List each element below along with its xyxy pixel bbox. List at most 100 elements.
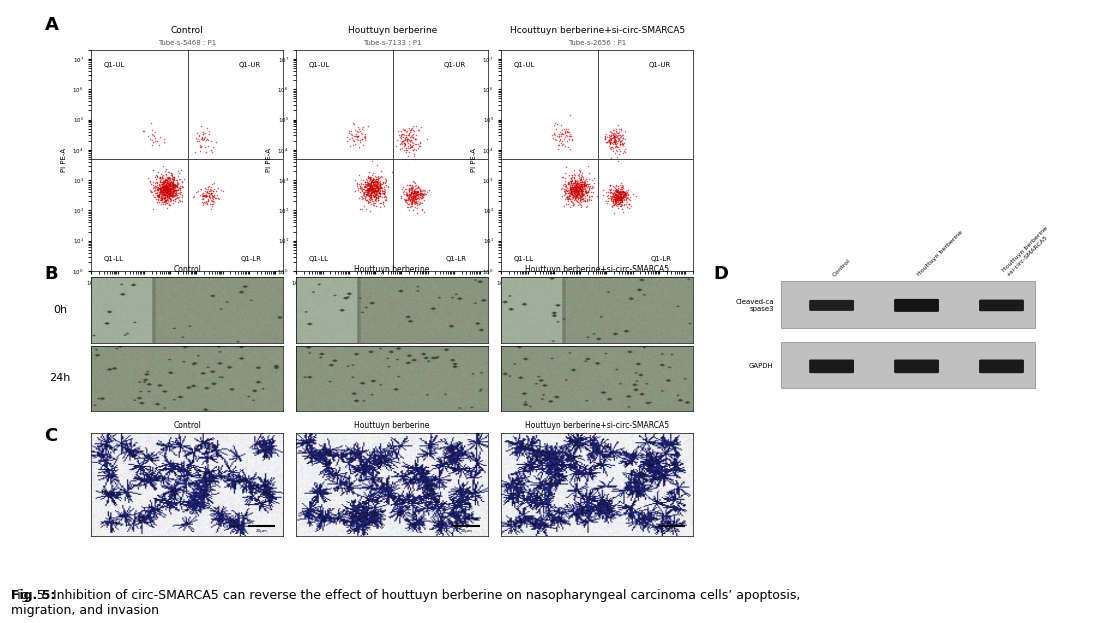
- Point: [573, 179, 590, 189]
- Point: [371, 188, 389, 197]
- Point: [349, 131, 367, 141]
- Point: [153, 182, 170, 192]
- Point: [565, 188, 583, 198]
- Point: [148, 190, 166, 200]
- Point: [567, 185, 585, 195]
- Point: [564, 134, 582, 144]
- Point: [618, 193, 636, 203]
- Point: [157, 188, 175, 197]
- Point: [391, 131, 409, 141]
- Point: [612, 136, 629, 146]
- Point: [377, 180, 394, 190]
- Point: [209, 183, 227, 193]
- Point: [162, 190, 179, 200]
- Point: [402, 192, 420, 202]
- Point: [359, 183, 377, 193]
- Point: [342, 126, 360, 136]
- Point: [371, 173, 389, 183]
- Point: [547, 124, 565, 134]
- Point: [606, 186, 624, 196]
- Point: [614, 189, 632, 199]
- Point: [564, 198, 582, 208]
- Point: [573, 186, 590, 196]
- Point: [358, 181, 375, 191]
- Text: D: D: [713, 265, 727, 283]
- Point: [394, 129, 412, 139]
- Point: [600, 126, 618, 136]
- Point: [160, 188, 178, 197]
- Point: [156, 183, 174, 193]
- Point: [570, 179, 588, 189]
- Point: [201, 189, 218, 199]
- Point: [398, 189, 416, 199]
- Point: [400, 147, 418, 157]
- Point: [566, 182, 584, 192]
- Point: [368, 177, 385, 187]
- Point: [407, 183, 424, 193]
- Point: [585, 187, 603, 197]
- Point: [193, 135, 211, 145]
- Point: [164, 182, 182, 192]
- Point: [407, 130, 424, 140]
- Point: [607, 141, 625, 151]
- Point: [359, 186, 377, 196]
- Point: [165, 190, 183, 200]
- Point: [345, 136, 363, 146]
- Point: [404, 193, 422, 203]
- Point: [165, 182, 183, 192]
- Point: [167, 185, 185, 195]
- Point: [162, 177, 179, 187]
- Point: [153, 192, 170, 202]
- Point: [375, 188, 393, 197]
- Point: [159, 184, 177, 194]
- Point: [599, 136, 617, 146]
- Point: [361, 190, 379, 200]
- Point: [158, 174, 176, 184]
- Point: [571, 181, 589, 191]
- Point: [203, 148, 221, 158]
- Point: [352, 184, 370, 194]
- Point: [596, 131, 614, 141]
- Point: [410, 199, 428, 209]
- Point: [395, 195, 413, 205]
- Point: [605, 139, 623, 149]
- Point: [576, 175, 594, 185]
- Point: [605, 187, 623, 197]
- Point: [170, 183, 188, 193]
- Point: [567, 181, 585, 191]
- Point: [340, 134, 358, 144]
- Point: [608, 184, 626, 194]
- Point: [571, 189, 589, 199]
- Point: [358, 185, 375, 195]
- Point: [567, 193, 585, 203]
- Point: [355, 184, 373, 194]
- Point: [363, 176, 381, 186]
- Point: [162, 174, 179, 184]
- Point: [413, 191, 431, 201]
- Point: [170, 188, 188, 198]
- Point: [564, 176, 582, 186]
- Point: [574, 189, 592, 199]
- Point: [614, 139, 632, 149]
- FancyBboxPatch shape: [979, 300, 1024, 312]
- Point: [203, 188, 221, 197]
- Point: [613, 204, 631, 214]
- Point: [158, 184, 176, 194]
- Point: [602, 138, 619, 148]
- Point: [354, 188, 372, 197]
- Point: [167, 186, 185, 196]
- Point: [349, 134, 367, 144]
- Point: [153, 187, 170, 197]
- Point: [602, 133, 619, 143]
- Point: [208, 191, 226, 201]
- Point: [365, 179, 383, 189]
- Point: [147, 136, 165, 146]
- Point: [607, 136, 625, 146]
- Point: [609, 193, 627, 203]
- Point: [364, 184, 382, 194]
- Point: [369, 181, 387, 191]
- Text: Control: Control: [832, 257, 851, 277]
- Point: [368, 184, 385, 194]
- Point: [162, 191, 179, 201]
- Point: [372, 199, 390, 209]
